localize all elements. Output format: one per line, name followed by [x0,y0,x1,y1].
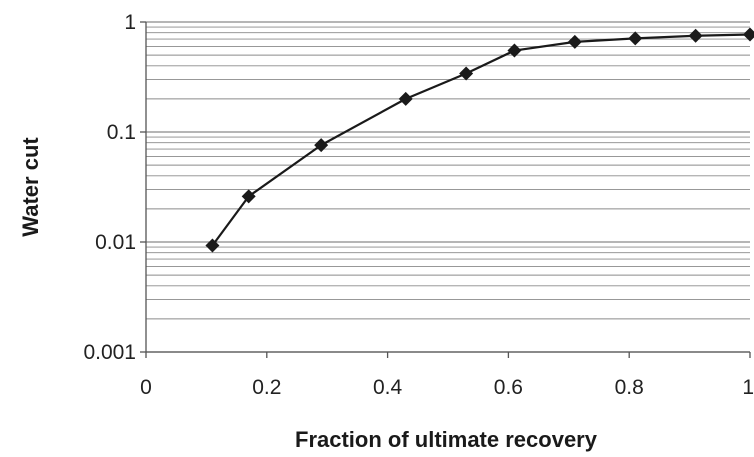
series-layer [205,27,754,253]
x-tick-label: 0 [140,376,152,399]
y-tick-label: 0.1 [107,121,136,144]
x-tick-label: 0.8 [615,376,644,399]
data-point-marker [567,34,582,49]
x-tick-label: 1 [742,376,754,399]
data-point-marker [507,43,522,58]
axes-layer [140,21,751,358]
x-tick-label: 0.6 [494,376,523,399]
y-tick-label: 0.01 [95,231,136,254]
data-point-marker [314,138,329,153]
x-axis-title: Fraction of ultimate recovery [295,427,598,452]
series-line [211,33,751,247]
y-tick-label: 1 [124,11,136,34]
data-point-marker [459,66,474,81]
data-point-marker [628,31,643,46]
x-tick-label: 0.4 [373,376,403,399]
y-axis-title: Water cut [18,137,43,237]
data-point-marker [398,91,413,106]
x-tick-label: 0.2 [252,376,281,399]
data-point-marker [205,238,220,253]
grid-layer [146,21,750,353]
data-point-marker [241,189,256,204]
y-tick-label: 0.001 [83,341,136,364]
data-point-marker [688,28,703,43]
data-point-marker [743,27,754,42]
